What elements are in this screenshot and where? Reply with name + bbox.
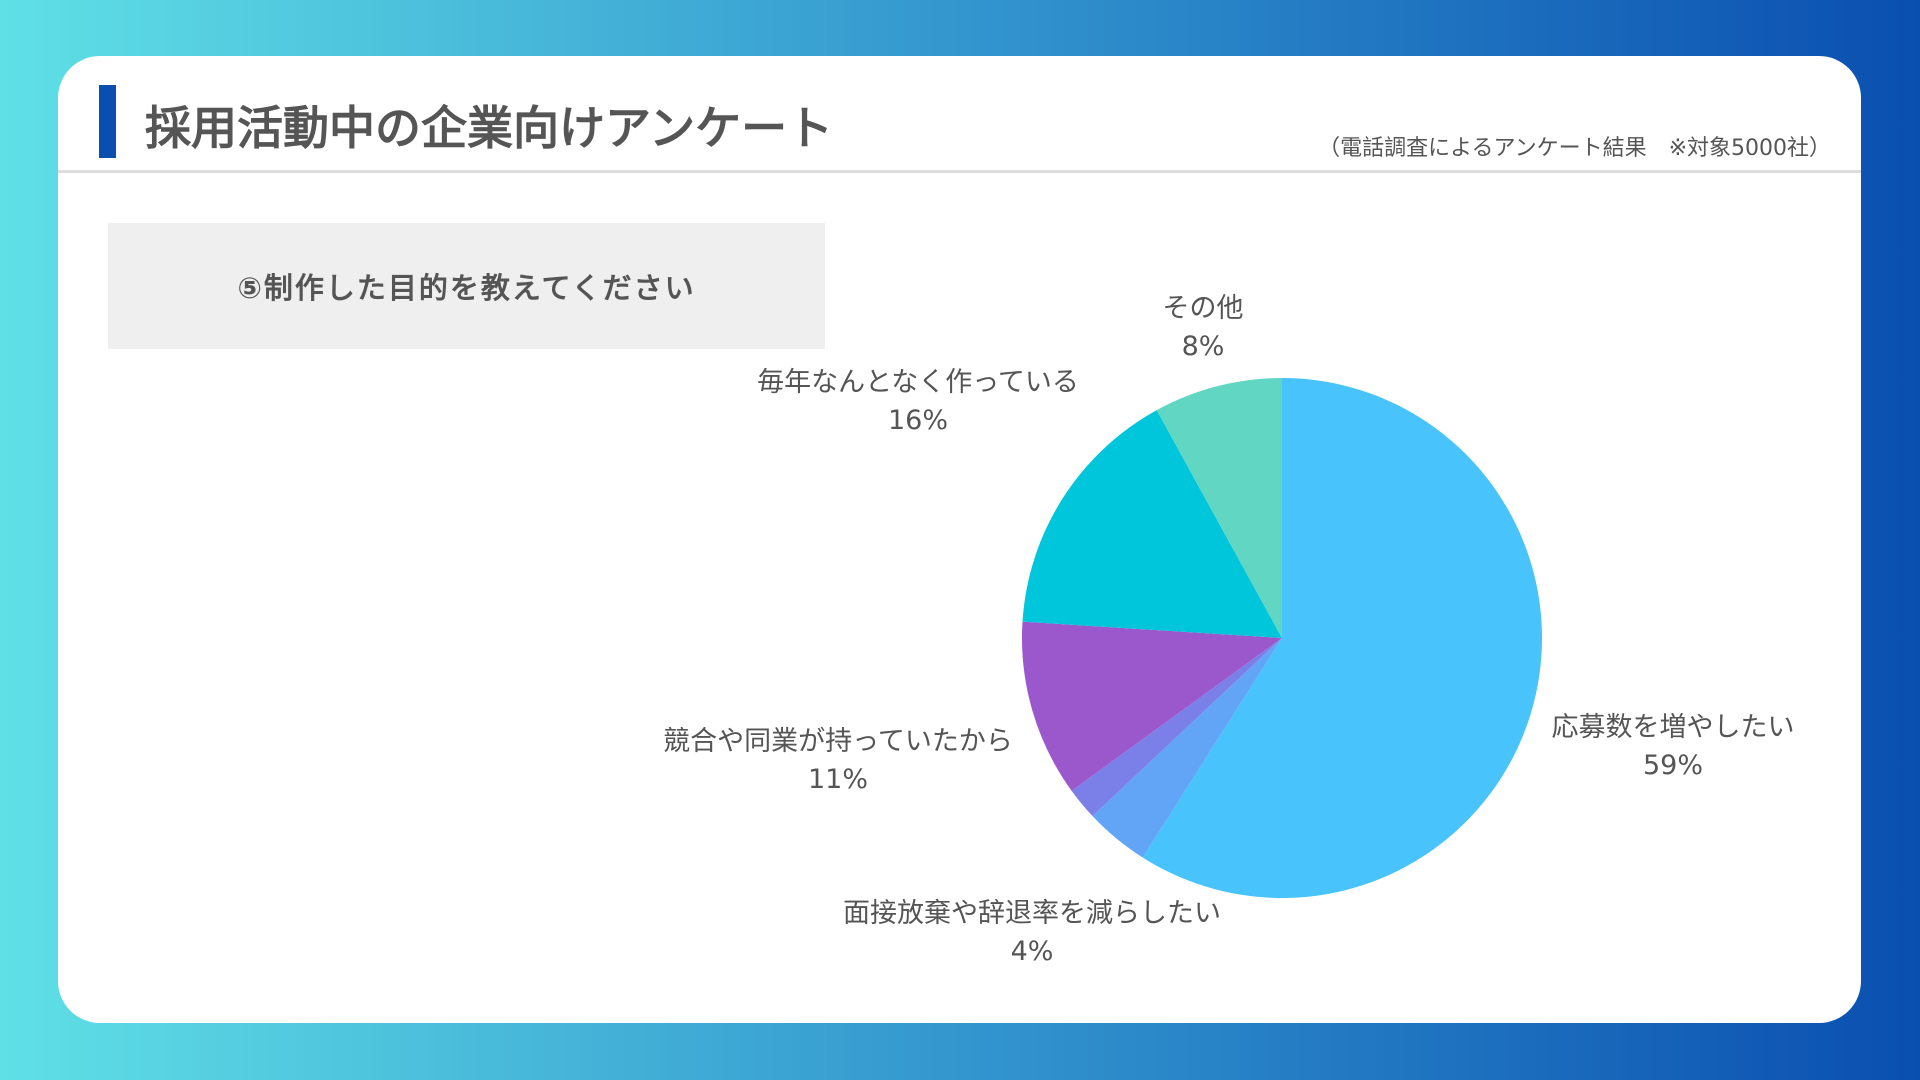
slice-value-label: 59% [1643,750,1703,781]
question-text: ⑤制作した目的を教えてください [237,271,696,305]
header-divider [58,170,1861,173]
pie-slice [1022,621,1282,791]
slice-value-label: 4% [1011,936,1054,967]
pie-slice [1022,410,1282,638]
question-box: ⑤制作した目的を教えてください [108,223,825,349]
pie-slice [1092,638,1282,858]
slide-card: 採用活動中の企業向けアンケート （電話調査によるアンケート結果 ※対象5000社… [58,56,1861,1023]
slice-value-label: 11% [808,764,868,795]
pie-slice [1071,638,1282,816]
pie-slice [1142,378,1542,898]
page-title: 採用活動中の企業向けアンケート [145,101,834,155]
page-subtitle: （電話調査によるアンケート結果 ※対象5000社） [1318,136,1831,161]
pie-slice [1156,378,1282,638]
slice-category-label: 毎年なんとなく作っている [757,367,1079,398]
slice-value-label: 16% [888,405,948,436]
slice-category-label: 競合や同業が持っていたから [663,726,1013,757]
slice-category-label: 応募数を増やしたい [1552,712,1795,743]
slice-category-label: 面接放棄や辞退率を減らしたい [843,898,1221,929]
slice-category-label: その他 [1163,293,1244,324]
slice-value-label: 8% [1182,331,1225,362]
title-accent-bar [99,85,116,158]
